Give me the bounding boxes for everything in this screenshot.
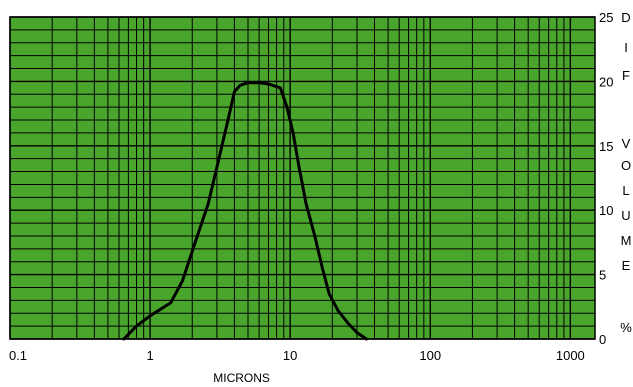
y-axis-title-letter: E — [622, 258, 631, 273]
x-tick-label: 0.1 — [9, 348, 27, 363]
y-axis-title-letter: O — [621, 158, 631, 173]
x-tick-label: 10 — [283, 348, 297, 363]
y-tick-labels: 0 5 10 15 20 25 — [599, 10, 613, 347]
distribution-curve — [122, 81, 368, 341]
y-axis-title-letter: D — [621, 10, 630, 25]
plot-frame — [9, 16, 596, 340]
y-tick-label: 25 — [599, 10, 613, 25]
x-tick-label: 1000 — [556, 348, 585, 363]
x-tick-labels: 0.1 1 10 100 1000 — [9, 348, 585, 363]
x-tick-label: 1 — [146, 348, 153, 363]
x-tick-label: 100 — [419, 348, 441, 363]
y-tick-label: 5 — [599, 268, 606, 283]
y-tick-label: 15 — [599, 139, 613, 154]
y-axis-title-letter: V — [622, 136, 631, 151]
y-tick-label: 20 — [599, 74, 613, 89]
y-axis-title-letter: U — [621, 208, 630, 223]
y-axis-title-letter: I — [624, 40, 628, 55]
y-axis-title-letter: F — [622, 68, 630, 83]
x-axis-title: MICRONS — [213, 371, 270, 385]
y-axis-title-letter: M — [621, 233, 632, 248]
y-axis-title-letter: % — [620, 320, 632, 335]
vertical-grid — [9, 17, 572, 339]
y-tick-label: 0 — [599, 332, 606, 347]
y-axis-title-letter: L — [622, 183, 629, 198]
y-tick-label: 10 — [599, 203, 613, 218]
